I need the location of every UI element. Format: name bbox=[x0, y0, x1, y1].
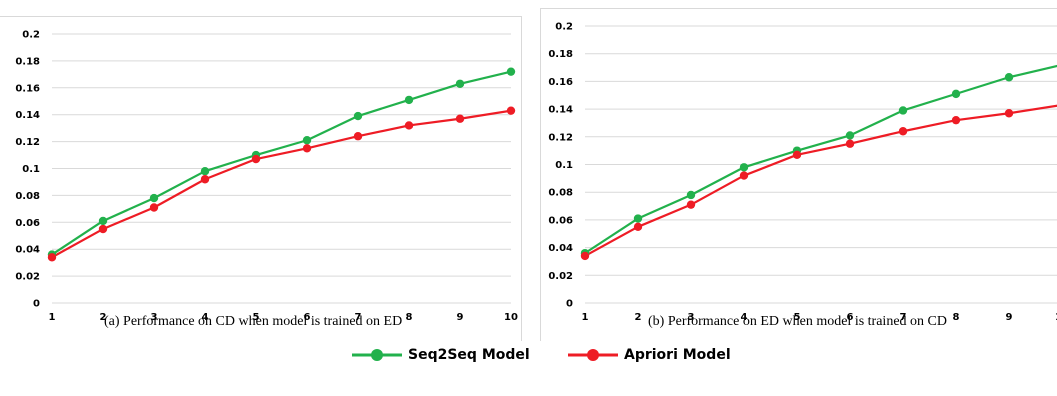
chart-b-ytick-label: 0 bbox=[566, 299, 573, 310]
chart-a-ytick-label: 0.06 bbox=[15, 218, 40, 229]
chart-a-line-seq2seq-model bbox=[51, 70, 512, 256]
chart-a-xtick-label: 5 bbox=[253, 312, 260, 323]
chart-a-point-apriori-model bbox=[353, 132, 363, 141]
chart-b-xtick-label: 3 bbox=[688, 312, 695, 323]
chart-b-xtick-label: 4 bbox=[741, 312, 748, 323]
chart-b-plot: 0 0.02 0.04 0.06 0.08 0.1 0.12 0.14 0.16 0.18 0.2 1… bbox=[548, 22, 1057, 323]
chart-a-ytick-label: 0.04 bbox=[15, 245, 40, 256]
chart-a-point-apriori-model bbox=[404, 121, 414, 130]
chart-a-point-apriori-model bbox=[302, 144, 312, 153]
chart-b-ytick-label: 0.16 bbox=[548, 77, 573, 88]
chart-a-ytick-label: 0.18 bbox=[15, 56, 40, 67]
chart-b-ytick-label: 0.1 bbox=[555, 160, 573, 171]
legend-swatch-apriori bbox=[568, 349, 618, 361]
chart-b-xtick-label: 6 bbox=[847, 312, 854, 323]
chart-b-point-apriori-model bbox=[845, 139, 855, 148]
chart-a-point-apriori-model bbox=[251, 154, 261, 164]
chart-b-ytick-label: 0.14 bbox=[548, 105, 573, 116]
chart-b-point-seq2seq-model bbox=[686, 190, 696, 200]
chart-a-ytick-label: 0.2 bbox=[22, 30, 40, 41]
chart-b-ytick-label: 0.18 bbox=[548, 49, 573, 60]
legend: Seq2Seq Model Apriori Model bbox=[0, 340, 1057, 370]
chart-a-point-apriori-model bbox=[506, 106, 516, 115]
chart-a-point-seq2seq-model bbox=[455, 79, 465, 88]
chart-a-point-seq2seq-model bbox=[506, 67, 516, 76]
chart-b-point-apriori-model bbox=[739, 171, 749, 180]
chart-b-ytick-label: 0.04 bbox=[548, 243, 573, 254]
chart-b-xtick-label: 1 bbox=[582, 312, 589, 323]
chart-b-point-seq2seq-model bbox=[898, 106, 908, 115]
chart-a-point-seq2seq-model bbox=[353, 111, 363, 121]
chart-a-point-apriori-model bbox=[200, 175, 210, 184]
chart-b-ytick-label: 0.06 bbox=[548, 215, 573, 226]
chart-b-ytick-label: 0.12 bbox=[548, 132, 573, 143]
chart-b-line-apriori-model bbox=[584, 104, 1057, 257]
chart-b-xtick-label: 9 bbox=[1006, 312, 1013, 323]
chart-a-point-seq2seq-model bbox=[200, 166, 210, 176]
chart-b-ytick-label: 0.08 bbox=[548, 188, 573, 199]
chart-b-point-apriori-model bbox=[633, 222, 643, 232]
chart-a-caption: (a) Performance on CD when model is trai… bbox=[104, 314, 403, 329]
legend-label-seq2seq: Seq2Seq Model bbox=[408, 347, 530, 363]
chart-a-ytick-label: 0.1 bbox=[22, 164, 40, 175]
chart-a-ytick-label: 0.12 bbox=[15, 137, 40, 148]
chart-a-xtick-label: 1 bbox=[49, 312, 56, 323]
chart-a-point-seq2seq-model bbox=[98, 216, 108, 226]
chart-b-point-apriori-model bbox=[792, 150, 802, 160]
chart-b-point-apriori-model bbox=[1004, 109, 1014, 118]
chart-a-xtick-label: 4 bbox=[202, 312, 209, 323]
chart-b-ytick-label: 0.02 bbox=[548, 271, 573, 282]
chart-a-ytick-label: 0 bbox=[33, 299, 40, 310]
chart-a-point-seq2seq-model bbox=[302, 136, 312, 145]
legend-item-apriori: Apriori Model bbox=[566, 340, 731, 370]
chart-b-point-seq2seq-model bbox=[845, 131, 855, 140]
chart-a-ytick-label: 0.14 bbox=[15, 110, 40, 121]
chart-a-frame bbox=[0, 16, 522, 341]
chart-a-ytick-label: 0.08 bbox=[15, 191, 40, 202]
chart-b-point-seq2seq-model bbox=[633, 214, 643, 223]
chart-a-xtick-label: 7 bbox=[355, 312, 362, 323]
chart-b-point-apriori-model bbox=[951, 115, 961, 125]
chart-b-ytick-label: 0.2 bbox=[555, 22, 573, 33]
chart-a-ytick-label: 0.16 bbox=[15, 83, 40, 94]
chart-a-xtick-label: 9 bbox=[457, 312, 464, 323]
chart-b-point-seq2seq-model bbox=[1004, 73, 1014, 82]
chart-a-point-apriori-model bbox=[47, 253, 57, 262]
chart-b-xtick-label: 10 bbox=[1055, 312, 1057, 323]
chart-a-line-apriori-model bbox=[51, 109, 512, 259]
chart-a-point-seq2seq-model bbox=[404, 95, 414, 105]
chart-b-xtick-label: 2 bbox=[635, 312, 642, 323]
legend-item-seq2seq: Seq2Seq Model bbox=[350, 340, 530, 370]
chart-a-xtick-label: 6 bbox=[304, 312, 311, 323]
chart-b-xtick-label: 8 bbox=[953, 312, 960, 323]
chart-a-xtick-label: 8 bbox=[406, 312, 413, 323]
chart-a-point-apriori-model bbox=[149, 203, 159, 212]
chart-a-point-apriori-model bbox=[98, 224, 108, 234]
chart-b-point-apriori-model bbox=[898, 127, 908, 136]
chart-a-xtick-label: 3 bbox=[151, 312, 158, 323]
chart-b-frame bbox=[540, 8, 1057, 341]
chart-a-point-apriori-model bbox=[455, 114, 465, 123]
chart-a-ytick-label: 0.02 bbox=[15, 272, 40, 283]
chart-a-plot: 0 0.02 0.04 0.06 0.08 0.1 0.12 0.14 0.16 0.18 0.2 1… bbox=[15, 30, 518, 324]
chart-b: 0 0.02 0.04 0.06 0.08 0.1 0.12 0.14 0.16 0.18 0.2 1… bbox=[540, 8, 1057, 336]
chart-a-xtick-label: 2 bbox=[100, 312, 107, 323]
legend-swatch-seq2seq bbox=[352, 349, 402, 361]
chart-b-point-seq2seq-model bbox=[951, 89, 961, 99]
chart-b-line-seq2seq-model bbox=[584, 64, 1057, 255]
chart-b-point-apriori-model bbox=[686, 200, 696, 209]
chart-b-point-apriori-model bbox=[580, 251, 590, 261]
chart-b-caption: (b) Performance on ED when model is trai… bbox=[648, 314, 947, 329]
chart-b-point-seq2seq-model bbox=[739, 163, 749, 172]
chart-a: 0 0.02 0.04 0.06 0.08 0.1 0.12 0.14 0.16 0.18 0.2 1… bbox=[0, 16, 521, 336]
chart-a-point-seq2seq-model bbox=[149, 193, 159, 203]
legend-label-apriori: Apriori Model bbox=[624, 347, 731, 363]
chart-b-xtick-label: 5 bbox=[794, 312, 801, 323]
chart-b-xtick-label: 7 bbox=[900, 312, 907, 323]
chart-a-xtick-label: 10 bbox=[504, 312, 518, 323]
